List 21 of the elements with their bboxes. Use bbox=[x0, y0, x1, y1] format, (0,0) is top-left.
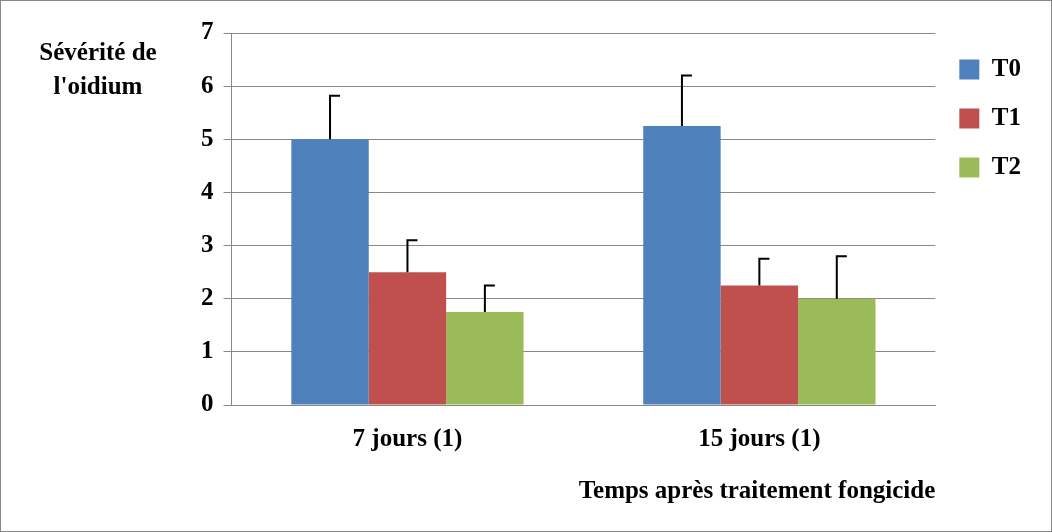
bar bbox=[368, 272, 447, 405]
y-tick-label: 7 bbox=[201, 17, 214, 45]
x-tick-label: 7 jours (1) bbox=[352, 424, 463, 453]
y-tick-label: 5 bbox=[201, 123, 214, 151]
x-tick-label: 15 jours (1) bbox=[698, 424, 821, 453]
legend-label: T0 bbox=[991, 53, 1022, 81]
x-axis-title: Temps après traitement fongicide bbox=[578, 476, 936, 504]
bar bbox=[798, 298, 876, 405]
bar bbox=[291, 139, 369, 405]
y-tick-label: 6 bbox=[201, 70, 214, 98]
legend-label: T1 bbox=[991, 102, 1022, 130]
y-axis-title: Sévérité de l'oidium bbox=[38, 37, 158, 101]
y-tick-label: 2 bbox=[201, 283, 214, 311]
y-tick-label: 0 bbox=[201, 389, 214, 417]
y-tick-label: 4 bbox=[201, 176, 214, 204]
y-tick-label: 3 bbox=[201, 230, 214, 258]
legend-label: T2 bbox=[991, 151, 1022, 179]
bar bbox=[643, 126, 721, 405]
y-tick-label: 1 bbox=[201, 336, 214, 364]
bar bbox=[446, 312, 524, 405]
bar bbox=[720, 285, 799, 405]
